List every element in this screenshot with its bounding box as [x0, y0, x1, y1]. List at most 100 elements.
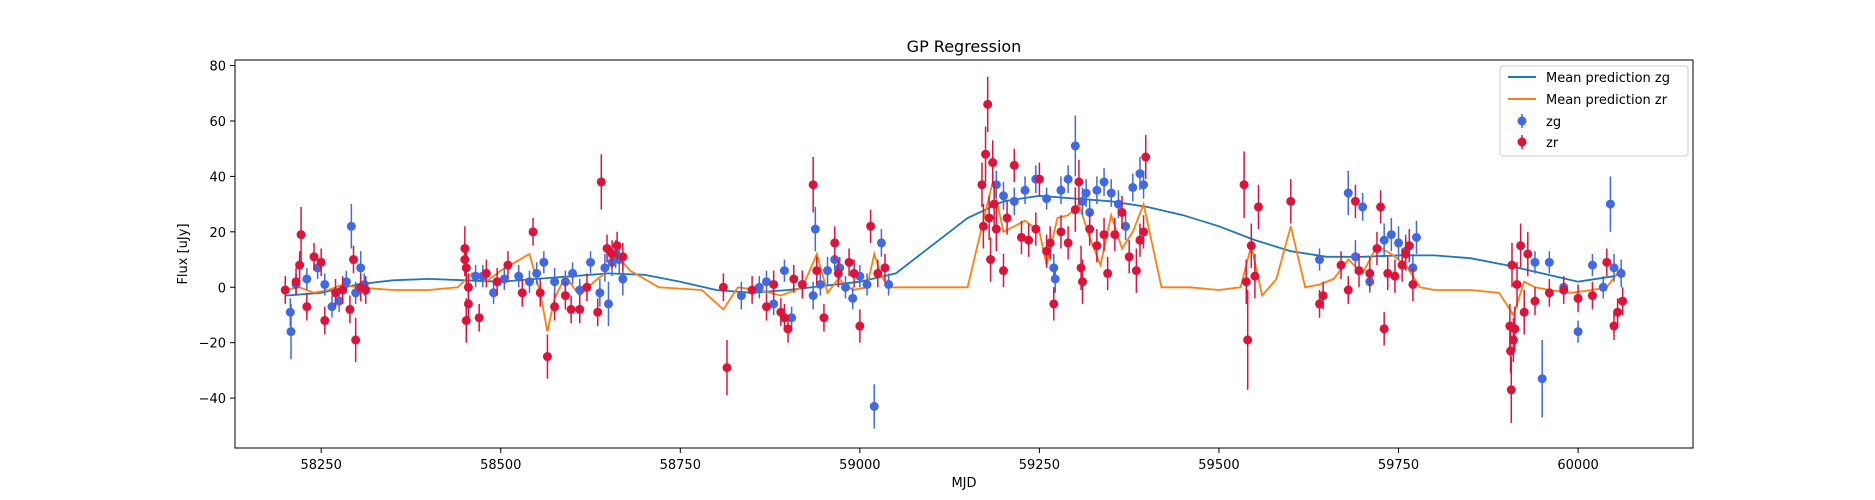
marker-zr — [566, 304, 576, 314]
data-point-zr — [812, 256, 822, 285]
data-point-zg — [471, 265, 481, 288]
marker-zr — [331, 288, 341, 298]
marker-zr — [1141, 152, 1151, 162]
marker-zr — [1408, 279, 1418, 289]
data-point-zr — [1253, 184, 1263, 230]
data-point-zr — [1365, 256, 1375, 291]
data-point-zg — [736, 281, 746, 310]
data-point-zg — [1106, 179, 1116, 207]
marker-zg — [1020, 185, 1030, 195]
data-point-zr — [1573, 284, 1583, 313]
marker-zg — [1358, 202, 1368, 212]
marker-zr — [349, 255, 359, 265]
data-point-zr — [528, 217, 538, 246]
marker-zr — [779, 313, 789, 323]
marker-zr — [849, 268, 859, 278]
data-point-zr — [1404, 229, 1414, 263]
marker-zr — [747, 285, 757, 295]
marker-zg — [327, 302, 337, 312]
marker-zg — [1121, 221, 1131, 231]
marker-zg — [600, 263, 610, 273]
data-point-zr — [542, 334, 552, 379]
marker-zr — [1049, 299, 1059, 309]
x-tick-label: 58250 — [301, 458, 342, 473]
marker-zr — [596, 177, 606, 187]
data-point-zr — [1544, 278, 1554, 307]
marker-zg — [568, 268, 578, 278]
data-point-zr — [855, 309, 865, 343]
data-point-zg — [327, 295, 337, 318]
data-point-zr — [1350, 184, 1360, 218]
marker-zr — [1559, 285, 1569, 295]
marker-zr — [1024, 235, 1034, 245]
x-axis-ticks: 58250 58500 58750 59000 59250 59500 59750 60000 — [301, 448, 1599, 473]
x-tick-label: 59750 — [1378, 458, 1419, 473]
marker-zg — [779, 266, 789, 276]
marker-zg — [499, 274, 509, 284]
data-point-zr — [331, 278, 341, 307]
marker-zg — [761, 277, 771, 287]
data-point-zr — [1034, 162, 1044, 196]
marker-zg — [1605, 199, 1615, 209]
data-point-zr — [1519, 290, 1529, 335]
data-point-zr — [1056, 215, 1066, 249]
data-point-zr — [1379, 312, 1389, 346]
data-point-zg — [1616, 259, 1626, 288]
data-point-zg — [761, 270, 771, 293]
marker-zg — [586, 257, 596, 267]
data-point-zr — [1408, 267, 1418, 302]
marker-zr — [1246, 241, 1256, 251]
data-point-zg — [1063, 165, 1073, 194]
data-point-zr — [769, 270, 779, 299]
data-point-zg — [1139, 170, 1149, 199]
marker-zg — [1573, 327, 1583, 337]
y-tick-label: −20 — [199, 337, 226, 352]
marker-zg — [286, 327, 296, 337]
data-point-zr — [984, 195, 994, 241]
data-point-zg — [586, 251, 596, 274]
marker-zr — [983, 99, 993, 109]
data-point-zr — [873, 259, 883, 288]
marker-zg — [1616, 268, 1626, 278]
marker-zr — [503, 260, 513, 270]
marker-zg — [1049, 263, 1059, 273]
marker-zr — [855, 321, 865, 331]
data-point-zr — [1559, 276, 1569, 304]
data-point-zr — [316, 248, 326, 277]
data-point-zr — [1390, 259, 1400, 293]
data-point-zr — [718, 273, 728, 302]
data-point-zr — [291, 267, 301, 296]
data-point-zg — [1343, 170, 1353, 216]
data-point-zr — [1110, 217, 1120, 252]
marker-zg — [341, 277, 351, 287]
marker-zr — [1336, 260, 1346, 270]
data-point-zr — [351, 317, 361, 363]
marker-zg — [754, 282, 764, 292]
marker-zr — [1034, 174, 1044, 184]
marker-zr — [1045, 238, 1055, 248]
marker-zg — [320, 279, 330, 289]
data-point-zr — [1042, 234, 1052, 268]
marker-zg — [1092, 185, 1102, 195]
data-point-zg — [286, 303, 296, 360]
data-point-zg — [346, 204, 356, 249]
marker-zg — [539, 257, 549, 267]
marker-zr — [1124, 252, 1134, 262]
marker-zg — [1106, 188, 1116, 198]
marker-zr — [474, 313, 484, 323]
marker-zg — [848, 293, 858, 303]
data-point-zr — [481, 259, 491, 288]
x-tick-label: 58750 — [660, 458, 701, 473]
marker-zg — [524, 277, 534, 287]
data-point-zg — [840, 276, 850, 299]
y-tick-label: 60 — [209, 115, 226, 130]
data-point-zr — [550, 292, 560, 321]
marker-zr — [986, 255, 996, 265]
marker-zr — [797, 279, 807, 289]
marker-zg — [1530, 257, 1540, 267]
data-point-zr — [1512, 262, 1522, 307]
marker-zr — [722, 363, 732, 373]
data-point-zr — [999, 254, 1009, 288]
data-point-zr — [503, 251, 513, 279]
data-point-zr — [345, 295, 355, 324]
